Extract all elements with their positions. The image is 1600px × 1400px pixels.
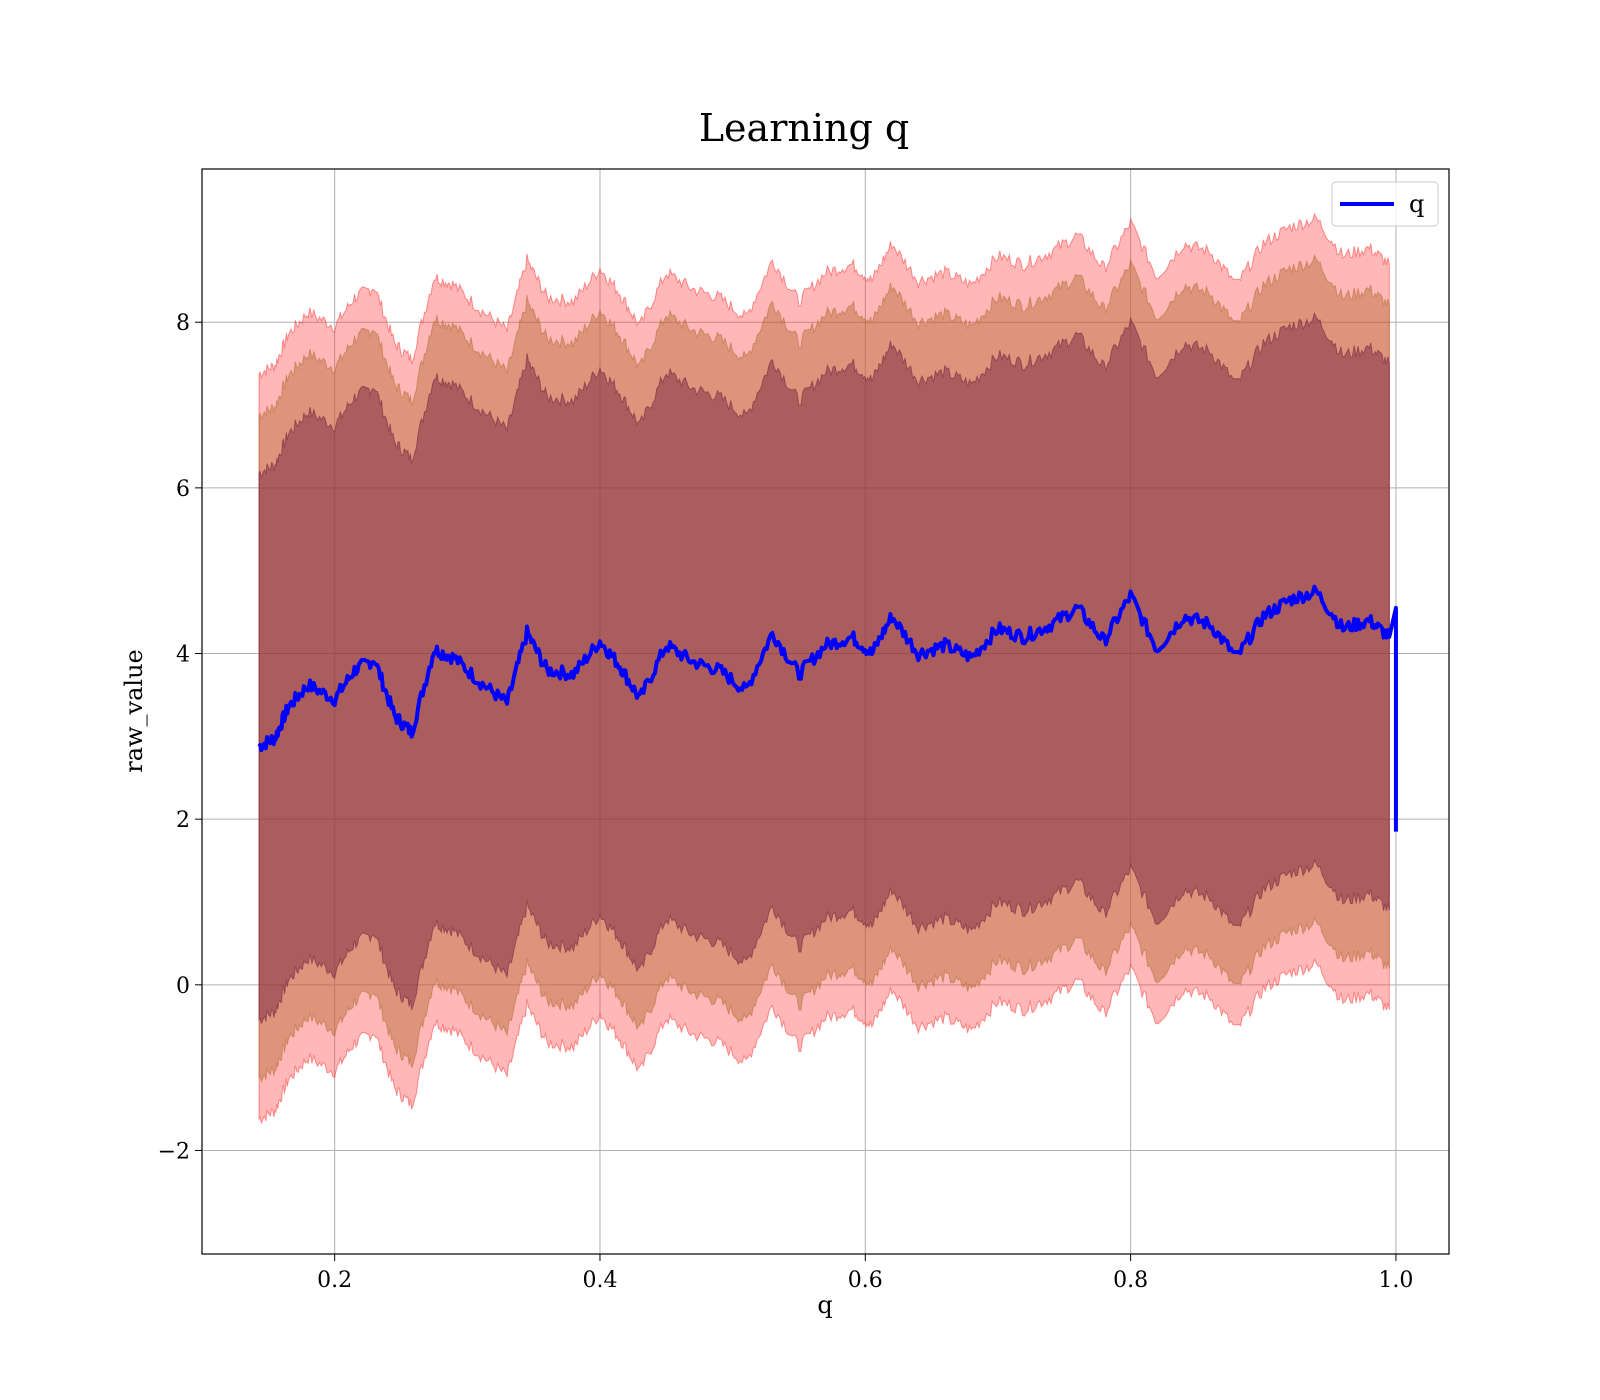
variance-band [258, 311, 1390, 1026]
y-tick-label: −2 [158, 1139, 190, 1164]
x-axis-ticks: 0.2 0.4 0.6 0.8 1.0 [317, 1254, 1413, 1293]
legend-label: q [1409, 190, 1424, 218]
x-tick-label: 0.4 [582, 1268, 617, 1293]
variance-band [258, 212, 1390, 1125]
y-tick-label: 4 [176, 643, 190, 668]
y-tick-label: 2 [176, 808, 190, 833]
x-tick-label: 0.6 [848, 1268, 883, 1293]
variance-band [258, 253, 1390, 1084]
chart-title: Learning q [699, 106, 909, 150]
legend[interactable]: q [1331, 181, 1439, 227]
plot-frame [201, 168, 1450, 1255]
variance-bands [258, 212, 1390, 1125]
x-tick-label: 1.0 [1378, 1268, 1413, 1293]
series-lines [257, 584, 1398, 832]
y-tick-label: 8 [176, 311, 190, 336]
y-axis-label: raw_value [120, 649, 148, 773]
grid [202, 169, 1449, 1254]
x-tick-label: 0.2 [317, 1268, 352, 1293]
x-tick-label: 0.8 [1113, 1268, 1148, 1293]
y-tick-label: 0 [176, 974, 190, 999]
y-axis-ticks: −2 0 2 4 6 8 [158, 311, 202, 1164]
y-tick-label: 6 [176, 477, 190, 502]
x-axis-label: q [817, 1291, 832, 1319]
series-line-q [257, 584, 1398, 832]
